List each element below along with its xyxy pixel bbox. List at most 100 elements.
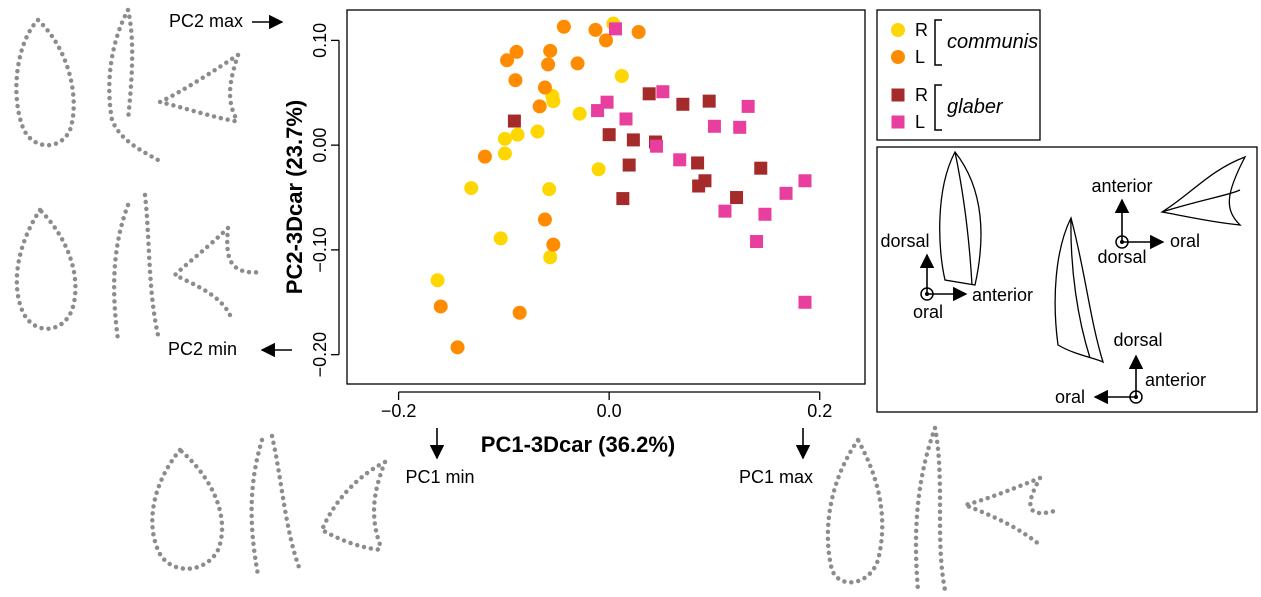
orientation-label: dorsal (1097, 247, 1146, 267)
point (572, 106, 587, 121)
orientation-label: anterior (972, 285, 1033, 305)
point (530, 124, 545, 139)
point (542, 182, 557, 197)
legend-label: L (915, 47, 925, 67)
point (464, 181, 479, 196)
x-tick-label: −0.2 (381, 401, 417, 421)
point (477, 149, 492, 164)
point (509, 44, 524, 59)
point (430, 273, 445, 288)
point (692, 179, 706, 193)
y-tick-label: 0.00 (310, 128, 330, 163)
point (556, 19, 571, 34)
orientation-label: dorsal (880, 231, 929, 251)
point (541, 57, 556, 72)
point (570, 56, 585, 71)
point (608, 22, 622, 36)
point (702, 94, 716, 108)
legend-marker (891, 23, 905, 37)
point (750, 235, 764, 249)
point (588, 22, 603, 37)
legend-group: communis (947, 31, 1038, 53)
orientation-label: anterior (1091, 176, 1152, 196)
shape-pc1min (150, 433, 388, 578)
legend-bracket (934, 19, 942, 66)
point (626, 133, 640, 147)
annotation: PC1 max (739, 467, 813, 487)
point (619, 112, 633, 126)
legend-marker (891, 115, 905, 129)
point (591, 162, 606, 177)
orientation-label: oral (1170, 231, 1200, 251)
point (546, 94, 561, 109)
point (433, 299, 448, 314)
annotation: PC1 min (405, 467, 474, 487)
legend-frame (876, 9, 1041, 141)
legend-label: R (915, 85, 928, 105)
x-tick-label: 0.2 (807, 401, 832, 421)
point (537, 212, 552, 227)
orientation-label: dorsal (1113, 330, 1162, 350)
point (546, 237, 561, 252)
point (497, 131, 512, 146)
point (614, 69, 629, 83)
point (616, 192, 630, 206)
point (707, 119, 721, 133)
shape-pc2max (14, 7, 243, 163)
shape-pc2min (14, 192, 265, 343)
point (718, 204, 732, 218)
plot-frame (346, 9, 866, 385)
legend-label: R (915, 20, 928, 40)
point (656, 85, 670, 99)
orientation-label: oral (913, 302, 943, 322)
x-tick-label: 0.0 (597, 401, 622, 421)
legend-bracket (934, 84, 942, 131)
point (532, 99, 547, 114)
point (650, 139, 664, 153)
annotation: PC2 max (169, 11, 243, 31)
point (631, 25, 646, 39)
point (758, 207, 772, 221)
point (798, 295, 812, 309)
point (493, 231, 508, 246)
point (733, 120, 747, 134)
point (691, 156, 705, 170)
point (622, 158, 636, 172)
point (507, 114, 521, 128)
point (497, 146, 512, 161)
point (741, 99, 755, 113)
point (537, 80, 552, 95)
shape-pc1max (825, 425, 1061, 593)
point (642, 87, 656, 101)
legend-marker (891, 88, 905, 102)
annotation: PC2 min (168, 339, 237, 359)
point (500, 53, 515, 68)
legend-marker (891, 50, 905, 64)
legend-group: glaber (947, 96, 1004, 118)
point (543, 250, 558, 265)
y-tick-label: −0.10 (310, 227, 330, 273)
point (510, 127, 525, 142)
orientation-panel (876, 146, 1258, 413)
y-axis-label: PC2-3Dcar (23.7%) (282, 100, 307, 294)
x-axis-label: PC1-3Dcar (36.2%) (481, 432, 675, 457)
legend-label: L (915, 112, 925, 132)
point (779, 186, 793, 200)
y-tick-label: −0.20 (310, 332, 330, 378)
point (591, 104, 605, 118)
point (676, 97, 690, 111)
point (602, 128, 616, 142)
y-tick-label: 0.10 (310, 23, 330, 58)
point (450, 340, 465, 355)
orientation-label: oral (1055, 387, 1085, 407)
point (512, 305, 527, 320)
point (798, 174, 812, 188)
point (599, 33, 613, 48)
point (673, 153, 687, 167)
point (730, 191, 744, 205)
point (754, 161, 768, 175)
point (543, 43, 558, 58)
orientation-label: anterior (1145, 370, 1206, 390)
point (508, 73, 523, 88)
